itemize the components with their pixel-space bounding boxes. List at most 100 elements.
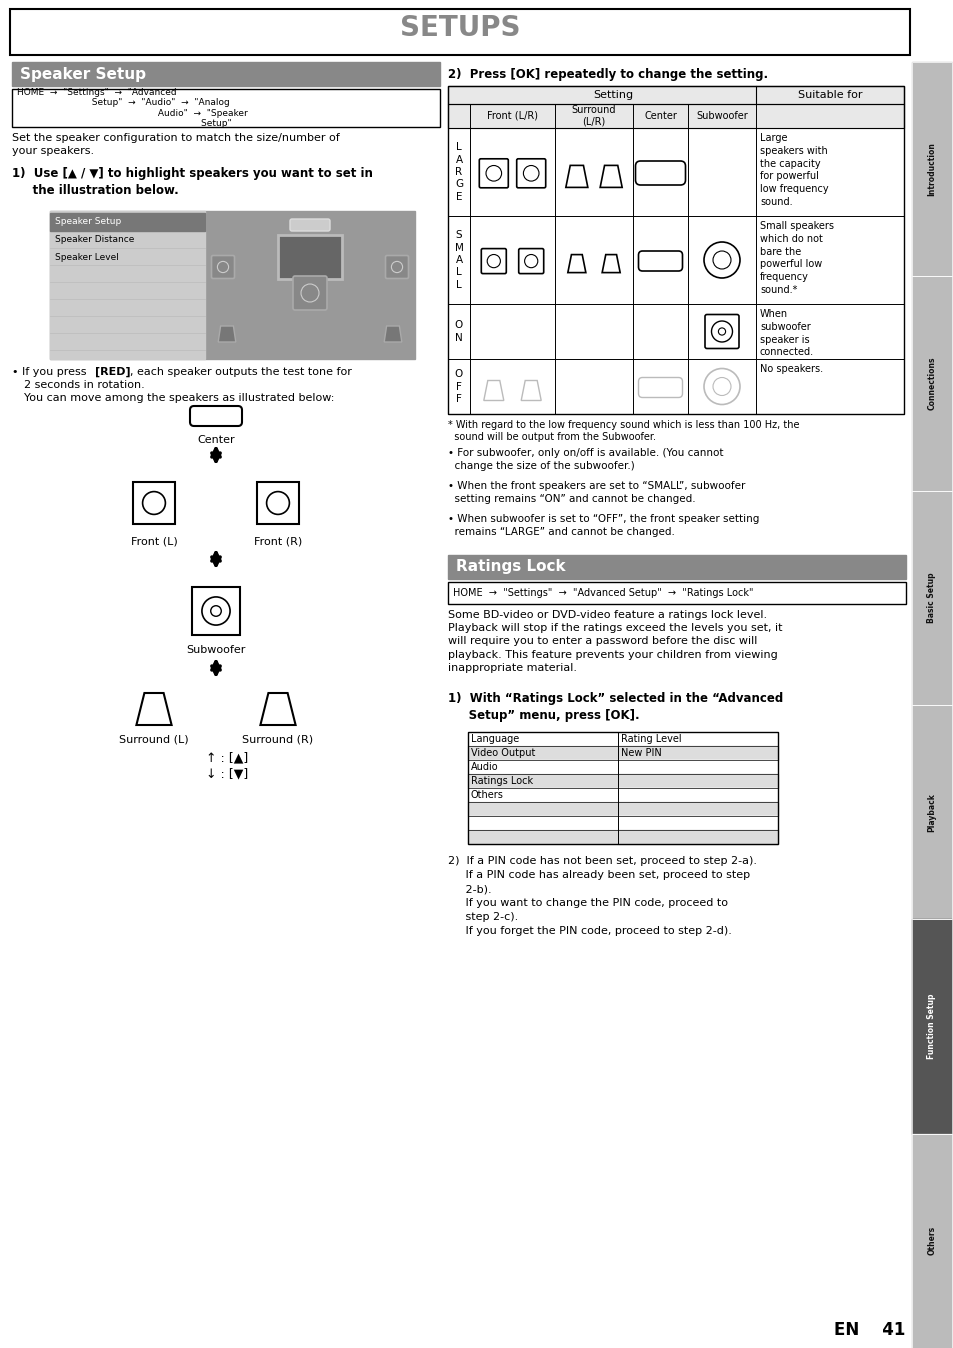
Text: S
M
A
L
L: S M A L L [454,231,463,290]
Polygon shape [483,380,503,400]
Bar [468,732,778,844]
Text: O
F
F: O F F [455,369,462,404]
Bar [911,1134,951,1348]
Bar [448,104,903,128]
Text: L
A
R
G
E: L A R G E [455,142,462,202]
Text: Subwoofer: Subwoofer [696,111,747,121]
Bar [12,62,439,86]
Text: Front (R): Front (R) [253,537,302,546]
Text: Others: Others [926,1227,936,1255]
Bar [618,802,778,816]
Bar [911,491,951,705]
Text: 1)  With “Ratings Lock” selected in the “Advanced
     Setup” menu, press [OK].: 1) With “Ratings Lock” selected in the “… [448,692,782,723]
FancyBboxPatch shape [704,314,739,349]
Text: Large
speakers with
the capacity
for powerful
low frequency
sound.: Large speakers with the capacity for pow… [760,133,828,208]
Text: ↑ : [▲]: ↑ : [▲] [206,751,248,764]
Bar [911,1134,951,1348]
Bar [468,732,778,745]
Text: Others: Others [471,790,503,799]
Text: Function Setup: Function Setup [926,993,936,1060]
Bar [10,9,909,55]
Text: Speaker Setup: Speaker Setup [20,66,146,81]
Bar [277,235,341,279]
FancyBboxPatch shape [192,586,240,635]
Text: • When the front speakers are set to “SMALL”, subwoofer
  setting remains “ON” a: • When the front speakers are set to “SM… [448,481,744,504]
Polygon shape [520,380,540,400]
Text: Some BD-video or DVD-video feature a ratings lock level.
Playback will stop if t: Some BD-video or DVD-video feature a rat… [448,611,781,673]
Text: HOME  →  "Settings"  →  "Advanced
                          Setup"  →  "Audio"  : HOME → "Settings" → "Advanced Setup" → "… [17,88,248,128]
Text: Setting: Setting [593,90,633,100]
Text: Surround
(L/R): Surround (L/R) [571,105,616,127]
Bar [911,919,951,1134]
Bar [468,816,778,830]
Text: No speakers.: No speakers. [760,364,822,373]
Bar [468,802,778,816]
Text: Center: Center [643,111,677,121]
Text: Audio: Audio [471,762,498,772]
Bar [448,86,903,104]
Text: Rating Level: Rating Level [620,735,680,744]
FancyBboxPatch shape [635,160,685,185]
Text: Small speakers
which do not
bare the
powerful low
frequency
sound.*: Small speakers which do not bare the pow… [760,221,833,295]
Text: Suitable for: Suitable for [797,90,862,100]
Text: Speaker Distance: Speaker Distance [55,236,134,244]
FancyBboxPatch shape [256,483,298,524]
Text: O
N: O N [455,321,462,342]
Text: Set the speaker configuration to match the size/number of
your speakers.: Set the speaker configuration to match t… [12,133,339,156]
Bar [911,919,951,1134]
Bar [448,104,903,128]
Bar [448,582,905,604]
Bar [50,212,415,359]
Polygon shape [599,166,621,187]
FancyBboxPatch shape [132,483,174,524]
Text: Surround (L): Surround (L) [119,735,189,745]
Text: 1)  Use [▲ / ▼] to highlight speakers you want to set in
     the illustration b: 1) Use [▲ / ▼] to highlight speakers you… [12,167,373,197]
Bar [618,760,778,774]
Bar [50,212,205,359]
Text: Ratings Lock: Ratings Lock [456,559,565,574]
Bar [448,86,903,414]
Text: Ratings Lock: Ratings Lock [471,776,533,786]
FancyBboxPatch shape [212,256,234,279]
Polygon shape [260,693,295,725]
Text: • When subwoofer is set to “OFF”, the front speaker setting
  remains “LARGE” an: • When subwoofer is set to “OFF”, the fr… [448,514,759,538]
Polygon shape [567,255,585,272]
FancyBboxPatch shape [481,248,506,274]
Bar [468,789,778,802]
Bar [911,276,951,491]
Bar [618,774,778,789]
Text: Speaker Level: Speaker Level [55,252,119,262]
FancyBboxPatch shape [517,159,545,187]
Text: Playback: Playback [926,793,936,832]
FancyBboxPatch shape [290,218,330,231]
Text: Front (L/R): Front (L/R) [486,111,537,121]
Text: SETUPS: SETUPS [399,13,519,42]
Text: When
subwoofer
speaker is
connected.: When subwoofer speaker is connected. [760,309,813,357]
FancyBboxPatch shape [638,251,681,271]
FancyBboxPatch shape [190,406,242,426]
Bar [468,774,778,789]
Bar [618,816,778,830]
FancyBboxPatch shape [518,248,543,274]
Text: 2)  Press [OK] repeatedly to change the setting.: 2) Press [OK] repeatedly to change the s… [448,67,767,81]
Bar [618,745,778,760]
Bar [12,89,439,127]
Text: Connections: Connections [926,357,936,410]
Bar [448,86,903,104]
Bar [448,555,905,580]
Text: • For subwoofer, only on/off is available. (You cannot
  change the size of the : • For subwoofer, only on/off is availabl… [448,448,722,472]
Text: ↓ : [▼]: ↓ : [▼] [206,767,248,780]
Text: Video Output: Video Output [471,748,535,758]
Text: [RED]: [RED] [95,367,131,377]
FancyBboxPatch shape [638,377,681,398]
Text: HOME  →  "Settings"  →  "Advanced Setup"  →  "Ratings Lock": HOME → "Settings" → "Advanced Setup" → "… [453,588,753,599]
Text: Speaker Setup: Speaker Setup [55,217,121,226]
Text: , each speaker outputs the test tone for: , each speaker outputs the test tone for [130,367,352,377]
FancyBboxPatch shape [293,276,327,310]
Text: Language: Language [471,735,518,744]
Text: 2)  If a PIN code has not been set, proceed to step 2-a).
     If a PIN code has: 2) If a PIN code has not been set, proce… [448,856,757,936]
Bar [911,276,951,491]
Bar [50,213,205,231]
Text: EN    41: EN 41 [833,1321,904,1339]
Text: Center: Center [197,435,234,445]
